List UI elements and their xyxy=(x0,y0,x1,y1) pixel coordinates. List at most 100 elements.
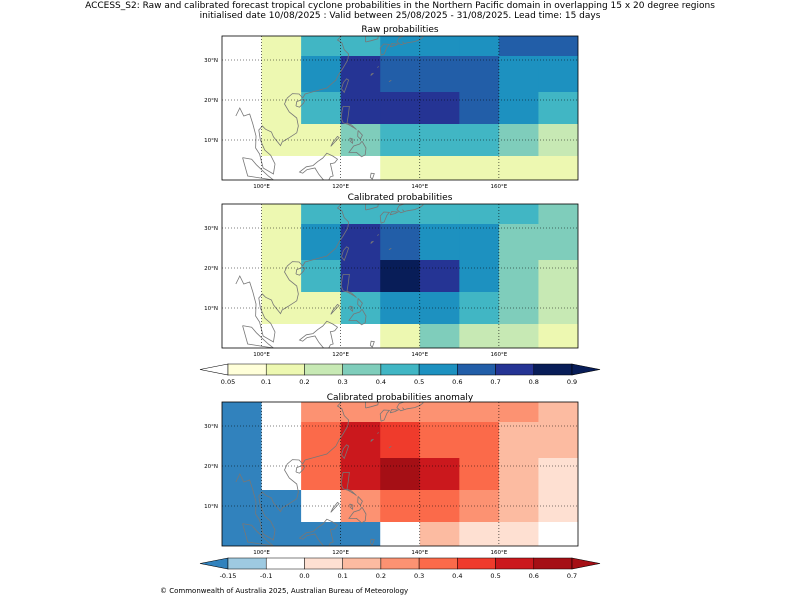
colorbar-label: 0.2 xyxy=(376,572,386,580)
grid-cell xyxy=(340,36,381,57)
colorbar-label: 0.3 xyxy=(337,378,347,386)
coastline xyxy=(298,152,339,180)
coastline xyxy=(330,501,340,513)
coastline xyxy=(349,137,354,144)
colorbar-segment xyxy=(342,363,382,376)
coastline xyxy=(357,298,363,308)
grid-cell xyxy=(498,260,539,293)
lon-tick-label: 120°E xyxy=(332,550,349,556)
grid-cell xyxy=(340,204,381,225)
coastline xyxy=(357,496,363,506)
grid-cell xyxy=(261,402,302,423)
grid-cell xyxy=(301,156,342,180)
coastline xyxy=(389,409,400,414)
coastline xyxy=(402,41,405,44)
lat-tick-label: 20°N xyxy=(204,464,218,470)
colorbar-segment xyxy=(304,363,343,376)
map-panel-3: Calibrated probabilities anomaly 100°E 120… xyxy=(204,393,579,556)
grid-cell xyxy=(538,260,578,293)
grid-cell xyxy=(380,156,421,180)
grid-cell xyxy=(380,324,421,348)
lat-tick-label: 10°N xyxy=(204,306,218,312)
grid-cell xyxy=(380,260,421,293)
colorbar-label: 0.2 xyxy=(299,378,309,386)
lat-tick-label: 20°N xyxy=(204,98,218,104)
coastline xyxy=(348,308,367,326)
grid-cell xyxy=(301,224,342,261)
lat-tick-label: 10°N xyxy=(204,138,218,144)
coastline xyxy=(388,446,392,448)
colorbar-segment xyxy=(265,363,305,376)
grid-cell xyxy=(261,204,302,225)
colorbar-label: 0.1 xyxy=(337,572,347,580)
map-area xyxy=(222,36,578,180)
lon-tick-label: 160°E xyxy=(491,550,508,556)
grid-cell xyxy=(459,402,500,423)
coastline xyxy=(377,234,379,236)
grid-cell xyxy=(459,224,500,261)
colorbar-segment xyxy=(457,363,496,376)
coastline xyxy=(330,135,340,147)
coastline xyxy=(369,340,375,348)
copyright-notice: © Commonwealth of Australia 2025, Austra… xyxy=(160,587,409,595)
grid-cell xyxy=(301,92,342,125)
grid-cell xyxy=(459,156,500,180)
colorbar-label: 0.1 xyxy=(261,378,271,386)
map-frame xyxy=(221,203,579,349)
grid-cell xyxy=(340,522,381,546)
colorbar-segment xyxy=(227,363,267,376)
coastline xyxy=(370,240,374,244)
coastline xyxy=(298,518,339,546)
grid-cell xyxy=(419,224,460,261)
grid-cell xyxy=(261,458,302,491)
colorbar-extend-max xyxy=(571,363,601,376)
grid-cell xyxy=(419,204,460,225)
grid-cell xyxy=(419,522,460,546)
grid-cell xyxy=(380,422,421,459)
grid-cell xyxy=(459,324,500,348)
grid-cell xyxy=(301,204,342,225)
grid-cell xyxy=(261,36,302,57)
lon-tick-label: 100°E xyxy=(253,184,270,190)
map-area xyxy=(222,204,578,348)
grid-cell xyxy=(340,56,381,93)
lon-tick-label: 160°E xyxy=(491,352,508,358)
grid-cell xyxy=(498,204,539,225)
grid-cell xyxy=(380,292,421,325)
colorbar-segment xyxy=(227,557,267,570)
grid-cell xyxy=(538,522,578,546)
colorbar-segment xyxy=(380,557,420,570)
coastline xyxy=(330,303,340,315)
coastline xyxy=(365,402,379,409)
grid-cell xyxy=(538,458,578,491)
coastline xyxy=(348,140,367,158)
grid-cell xyxy=(222,402,263,423)
map-area xyxy=(222,402,578,546)
colorbar-label: 0.7 xyxy=(567,572,577,580)
map-frame xyxy=(221,35,579,181)
coastline xyxy=(242,325,275,348)
grid-cell xyxy=(498,490,539,523)
grid-cell xyxy=(538,204,578,225)
grid-cell xyxy=(261,422,302,459)
lon-tick-label: 100°E xyxy=(253,550,270,556)
lon-tick-label: 120°E xyxy=(332,352,349,358)
coastline xyxy=(402,209,405,212)
coastline xyxy=(235,36,349,175)
grid-cell xyxy=(498,92,539,125)
grid-cell xyxy=(538,36,578,57)
grid-cell xyxy=(340,458,381,491)
coastline xyxy=(349,503,354,510)
panel-title: Raw probabilities xyxy=(361,25,439,35)
grid-cell xyxy=(380,56,421,93)
coastline xyxy=(389,43,400,48)
coastline xyxy=(402,407,405,410)
grid-cell xyxy=(498,324,539,348)
coastline xyxy=(242,157,275,180)
coastline xyxy=(379,43,391,56)
grid-cell xyxy=(222,36,263,57)
figure-title-line-2: initialised date 10/08/2025 : Valid betw… xyxy=(199,11,601,21)
grid-cell xyxy=(261,324,302,348)
grid-cell xyxy=(459,36,500,57)
coastline xyxy=(298,320,339,348)
